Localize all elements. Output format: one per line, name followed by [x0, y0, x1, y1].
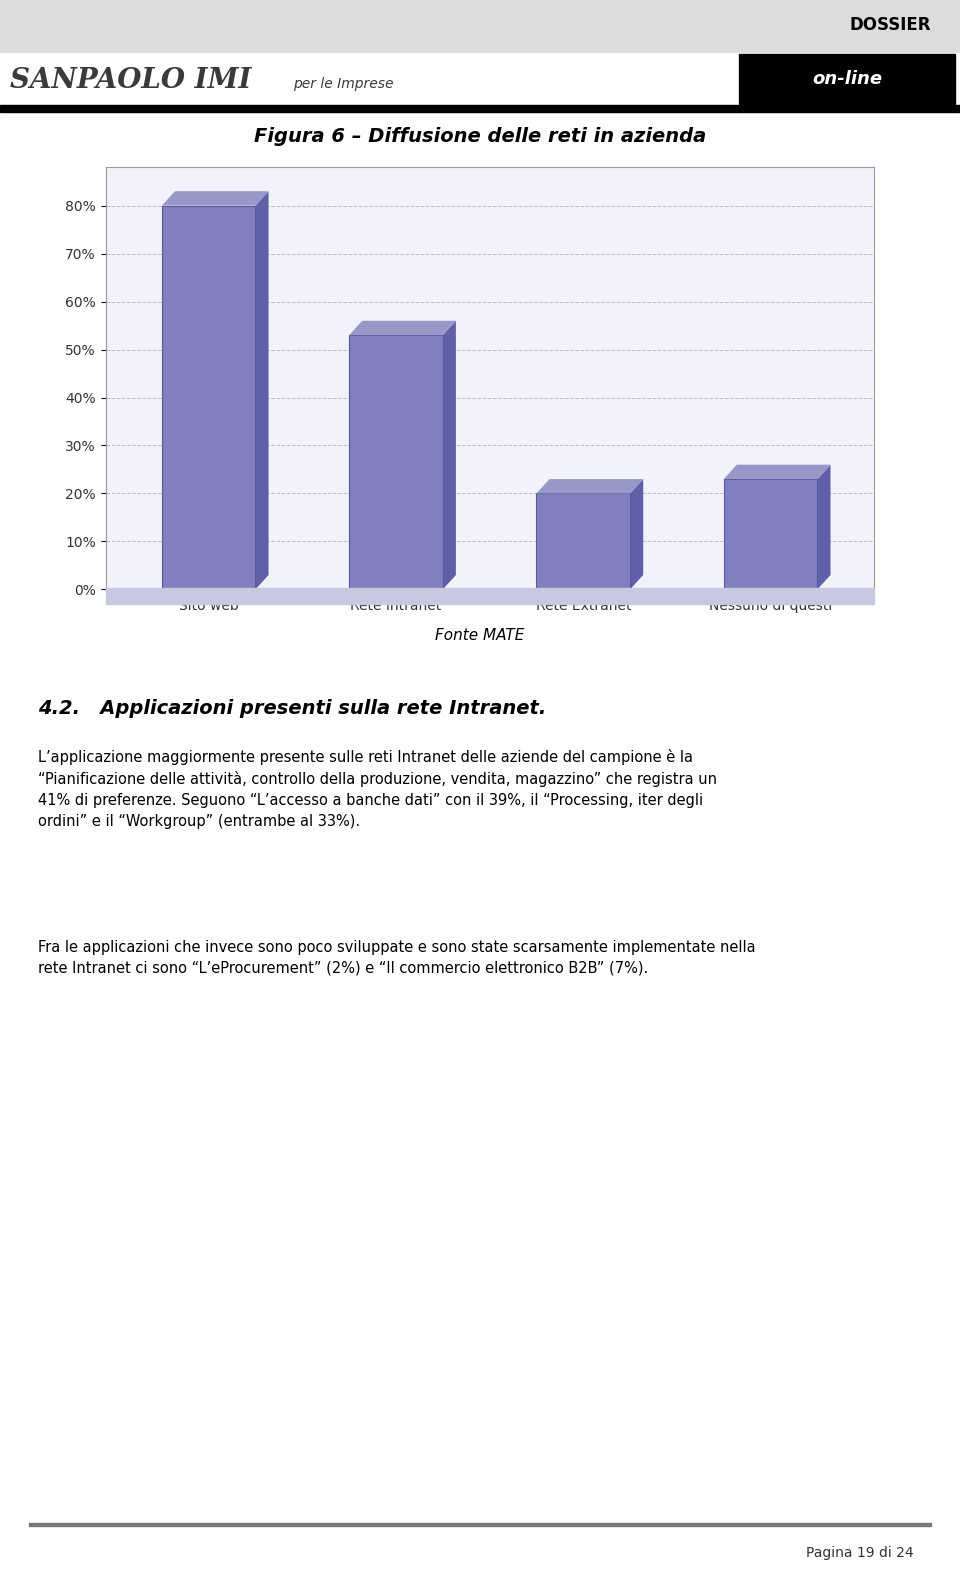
Text: on-line: on-line: [812, 70, 883, 88]
Text: Fonte MATE: Fonte MATE: [435, 628, 525, 644]
Bar: [0, 0, 960, 53]
Polygon shape: [162, 191, 269, 205]
Text: L’applicazione maggiormente presente sulle reti Intranet delle aziende del campi: L’applicazione maggiormente presente sul…: [38, 749, 717, 830]
Text: Fra le applicazioni che invece sono poco sviluppate e sono state scarsamente imp: Fra le applicazioni che invece sono poco…: [38, 940, 756, 977]
Text: DOSSIER: DOSSIER: [850, 16, 931, 33]
Text: Figura 6 – Diffusione delle reti in azienda: Figura 6 – Diffusione delle reti in azie…: [253, 127, 707, 147]
Polygon shape: [255, 191, 269, 589]
Bar: [724, 479, 817, 589]
Bar: [349, 335, 443, 589]
Bar: [537, 494, 630, 589]
Bar: [0, 53, 960, 105]
Text: per le Imprese: per le Imprese: [293, 76, 394, 91]
Polygon shape: [817, 465, 830, 589]
Polygon shape: [630, 479, 643, 589]
Text: 4.2.   Applicazioni presenti sulla rete Intranet.: 4.2. Applicazioni presenti sulla rete In…: [38, 699, 546, 718]
Polygon shape: [724, 465, 830, 479]
Text: Pagina 19 di 24: Pagina 19 di 24: [805, 1547, 913, 1560]
Text: SANPAOLO IMI: SANPAOLO IMI: [10, 67, 251, 94]
Polygon shape: [443, 320, 456, 589]
Polygon shape: [349, 320, 456, 335]
Bar: [162, 205, 255, 589]
Bar: [739, 54, 955, 104]
Polygon shape: [537, 479, 643, 494]
